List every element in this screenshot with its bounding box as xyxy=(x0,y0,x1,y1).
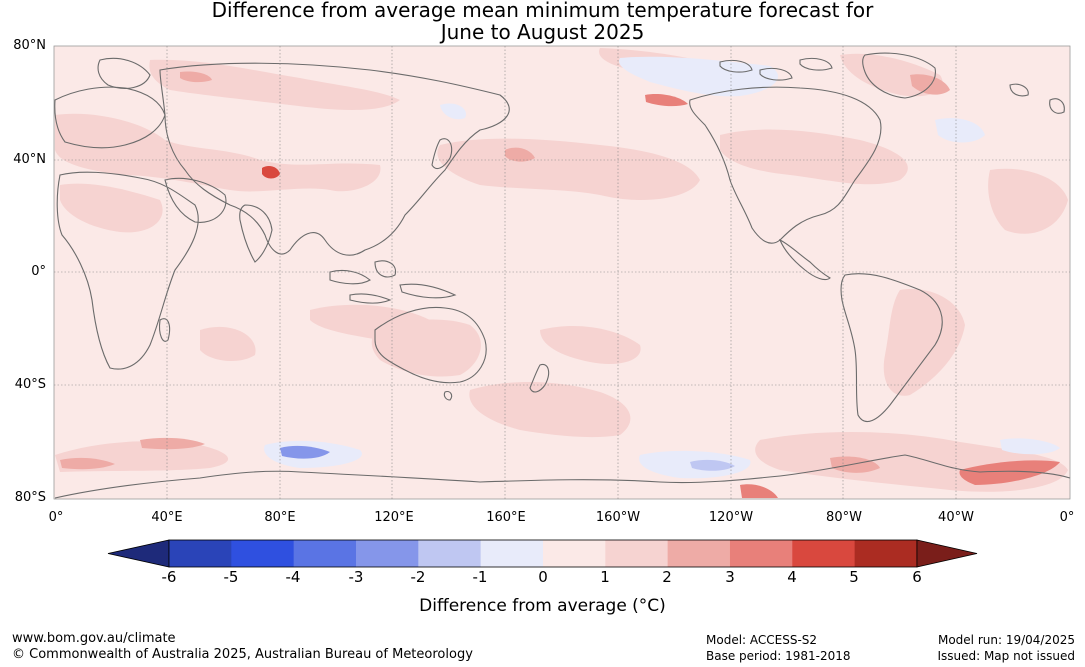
footer-copyright: © Commonwealth of Australia 2025, Austra… xyxy=(12,647,473,662)
warm-region-south-america xyxy=(883,289,965,396)
lon-label-80w: 80°W xyxy=(826,510,862,525)
warm-strong-greenland xyxy=(910,74,950,95)
cool-strong-southern-ocean xyxy=(280,445,330,459)
warm-strong-southern-ocean-mid xyxy=(140,437,205,450)
colorbar-arrow-left xyxy=(107,539,170,568)
warm-region-atlantic-east xyxy=(988,168,1068,234)
colorbar-swatch xyxy=(355,540,419,567)
lon-label-40e: 40°E xyxy=(151,510,183,525)
warm-strong-tibet xyxy=(262,166,280,179)
cool-region-north-atlantic xyxy=(935,118,985,143)
colorbar-swatch xyxy=(293,540,357,567)
footer-url[interactable]: www.bom.gov.au/climate xyxy=(12,631,176,646)
warm-region-north-pacific xyxy=(437,138,700,200)
colorbar xyxy=(107,539,978,568)
warm-region-australia xyxy=(371,319,481,377)
warm-region-indian-ocean xyxy=(200,326,256,362)
lon-label-40w: 40°W xyxy=(938,510,974,525)
lat-label-0: 0° xyxy=(31,264,46,279)
lat-label-40s: 40°S xyxy=(14,377,46,392)
colorbar-swatch xyxy=(729,540,793,567)
colorbar-tick-label: 3 xyxy=(725,568,735,586)
colorbar-tick-label: 2 xyxy=(662,568,672,586)
colorbar-tick-label: -1 xyxy=(472,568,488,586)
colorbar-tick-label: -6 xyxy=(161,568,177,586)
lat-label-80n: 80°N xyxy=(13,38,46,53)
colorbar-swatch xyxy=(418,540,482,567)
footer-base-period: Base period: 1981-2018 xyxy=(706,649,851,663)
colorbar-swatch xyxy=(542,540,606,567)
warm-region-east-pacific xyxy=(540,325,641,365)
warm-strong-central-asia xyxy=(180,71,212,83)
warm-strong-antarctic-margin xyxy=(740,484,778,498)
cool-strong-south-pacific xyxy=(690,459,735,471)
lat-label-40n: 40°N xyxy=(13,152,46,167)
colorbar-tick-label: -5 xyxy=(223,568,239,586)
lon-label-80e: 80°E xyxy=(264,510,296,525)
colorbar-swatch xyxy=(854,540,918,567)
colorbar-swatch xyxy=(480,540,544,567)
colorbar-tick-label: 5 xyxy=(849,568,859,586)
warm-region-africa xyxy=(60,183,163,233)
warm-strong-alaska xyxy=(645,94,688,107)
colorbar-title: Difference from average (°C) xyxy=(419,596,666,616)
warm-strong-southern-ocean-east xyxy=(959,460,1060,485)
cool-region-arctic-canada xyxy=(619,56,779,97)
footer-issued: Issued: Map not issued xyxy=(937,649,1075,663)
colorbar-swatch xyxy=(792,540,856,567)
lat-label-80s: 80°S xyxy=(14,490,46,505)
colorbar-arrow-right xyxy=(916,539,978,568)
lon-label-0-right: 0° xyxy=(1059,510,1075,525)
colorbar-swatch xyxy=(667,540,731,567)
lon-label-160e: 160°E xyxy=(486,510,526,525)
lon-label-120w: 120°W xyxy=(708,510,754,525)
colorbar-tick-label: 0 xyxy=(538,568,548,586)
warm-region-north-america xyxy=(720,129,908,185)
map-title-line2: June to August 2025 xyxy=(440,20,645,44)
colorbar-swatch xyxy=(605,540,669,567)
graticule xyxy=(54,46,1070,499)
colorbar-tick-label: 1 xyxy=(600,568,610,586)
anomaly-map xyxy=(53,45,1071,500)
colorbar-swatch xyxy=(169,540,232,567)
lon-label-0-left: 0° xyxy=(48,510,64,525)
warm-strong-southern-ocean-west xyxy=(60,457,115,470)
warm-region-south-pacific xyxy=(469,381,631,438)
colorbar-tick-label: 6 xyxy=(912,568,922,586)
cool-region-south-atlantic-east xyxy=(1000,438,1060,455)
colorbar-tick-label: -2 xyxy=(410,568,426,586)
coastlines xyxy=(54,52,1071,499)
warm-region-north-atlantic xyxy=(55,113,381,192)
cool-region-scandinavia xyxy=(440,103,466,120)
map-title-line1: Difference from average mean minimum tem… xyxy=(211,0,874,22)
colorbar-tick-label: -4 xyxy=(285,568,301,586)
lon-label-120e: 120°E xyxy=(374,510,414,525)
lon-label-160w: 160°W xyxy=(595,510,641,525)
colorbar-tick-label: -3 xyxy=(348,568,364,586)
anomaly-regions xyxy=(55,48,1068,498)
warm-strong-drake-passage xyxy=(830,456,880,473)
warm-strong-north-pacific xyxy=(505,147,535,162)
footer-model: Model: ACCESS-S2 xyxy=(706,633,818,647)
footer-model-run: Model run: 19/04/2025 xyxy=(937,633,1075,647)
colorbar-swatch xyxy=(231,540,295,567)
colorbar-tick-label: 4 xyxy=(787,568,797,586)
warm-region-eurasia xyxy=(149,59,400,110)
